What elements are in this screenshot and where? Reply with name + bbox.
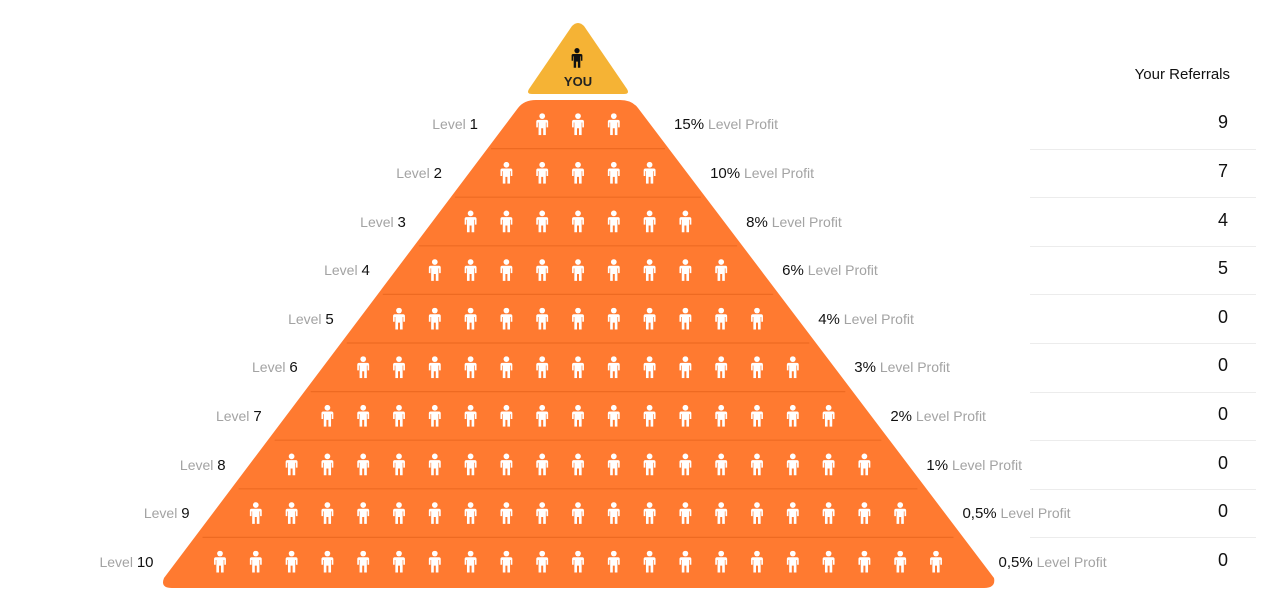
referral-row-divider — [1030, 343, 1256, 344]
level-word: Level — [288, 310, 326, 327]
level-label: Level 6 — [98, 357, 298, 377]
level-label: Level 4 — [170, 260, 370, 280]
referral-count: 0 — [1217, 306, 1228, 327]
referral-count: 5 — [1217, 258, 1228, 279]
level-label: Level 10 — [0, 552, 154, 572]
profit-word: Level Profit — [843, 310, 914, 327]
level-number: 6 — [289, 359, 298, 377]
level-number: 10 — [136, 553, 154, 571]
profit-word: Level Profit — [807, 262, 878, 279]
level-profit: 1% Level Profit — [926, 455, 1022, 475]
level-number: 5 — [325, 310, 334, 328]
referral-count: 4 — [1217, 209, 1228, 230]
you-label: YOU — [563, 74, 593, 89]
level-label: Level 8 — [26, 455, 226, 475]
level-number: 3 — [397, 213, 406, 231]
level-label: Level 3 — [206, 212, 406, 232]
level-profit: 3% Level Profit — [854, 357, 950, 377]
level-word: Level — [99, 553, 137, 570]
level-word: Level — [324, 262, 362, 279]
referral-count: 9 — [1217, 112, 1228, 133]
profit-word: Level Profit — [1036, 553, 1107, 570]
referral-row-divider — [1030, 391, 1256, 393]
profit-word: Level Profit — [915, 407, 986, 424]
level-number: 4 — [361, 262, 370, 280]
profit-word: Level Profit — [951, 456, 1022, 473]
referral-row-divider — [1030, 148, 1256, 150]
level-profit: 2% Level Profit — [890, 406, 986, 426]
profit-word: Level Profit — [707, 116, 778, 133]
referral-count: 0 — [1217, 403, 1228, 424]
level-number: 9 — [181, 505, 190, 523]
level-profit: 6% Level Profit — [782, 260, 878, 280]
level-word: Level — [432, 116, 470, 133]
referral-count: 0 — [1217, 501, 1228, 522]
referral-row-divider — [1030, 294, 1256, 296]
level-number: 1 — [469, 116, 478, 134]
level-word: Level — [179, 456, 218, 473]
level-label: Level 7 — [62, 406, 262, 426]
level-profit: 4% Level Profit — [818, 309, 914, 329]
level-profit: 8% Level Profit — [746, 212, 842, 232]
level-profit: 0,5% Level Profit — [962, 503, 1070, 523]
level-number: 7 — [253, 407, 262, 425]
profit-percent: 0,5% — [962, 505, 997, 523]
level-word: Level — [396, 164, 434, 181]
level-profit: 15% Level Profit — [674, 114, 778, 134]
referral-row-divider — [1030, 197, 1256, 199]
profit-percent: 1% — [926, 456, 949, 474]
level-label: Level 5 — [134, 309, 334, 329]
referral-count: 0 — [1217, 355, 1228, 376]
profit-percent: 0,5% — [998, 553, 1033, 571]
level-number: 2 — [433, 164, 442, 182]
level-label: Level 9 — [0, 503, 190, 523]
referral-count: 0 — [1217, 452, 1228, 473]
level-profit: 0,5% Level Profit — [998, 552, 1106, 572]
profit-percent: 4% — [818, 310, 840, 328]
profit-word: Level Profit — [771, 213, 842, 230]
level-word: Level — [143, 505, 182, 522]
profit-word: Level Profit — [879, 359, 950, 376]
level-word: Level — [215, 407, 254, 424]
profit-percent: 3% — [854, 359, 876, 377]
profit-percent: 8% — [746, 213, 768, 231]
referral-row-divider — [1030, 245, 1256, 247]
profit-percent: 15% — [674, 116, 705, 134]
referral-row-divider — [1030, 488, 1256, 490]
level-profit: 10% Level Profit — [710, 163, 814, 183]
level-number: 8 — [217, 456, 226, 474]
level-word: Level — [360, 213, 398, 230]
referral-count: 7 — [1217, 160, 1228, 181]
profit-percent: 6% — [782, 262, 804, 280]
profit-percent: 2% — [890, 407, 913, 425]
referrals-header: Your Referrals — [1134, 66, 1230, 83]
level-label: Level 1 — [278, 114, 478, 134]
profit-word: Level Profit — [1000, 505, 1071, 522]
profit-percent: 10% — [710, 164, 741, 182]
profit-word: Level Profit — [743, 164, 815, 181]
referral-row-divider — [1030, 537, 1256, 539]
referral-count: 0 — [1217, 549, 1228, 570]
pyramid-body — [163, 100, 995, 588]
level-label: Level 2 — [242, 163, 442, 183]
referral-row-divider — [1030, 440, 1256, 442]
level-word: Level — [252, 359, 290, 376]
